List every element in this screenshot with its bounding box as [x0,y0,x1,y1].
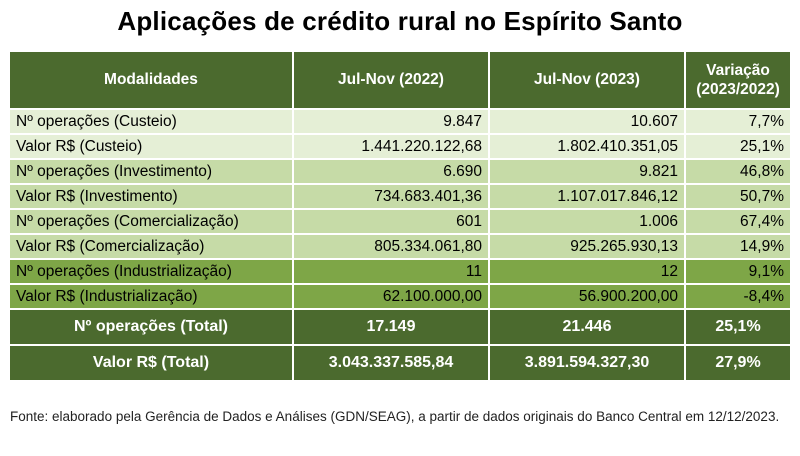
total-row: Valor R$ (Total) 3.043.337.585,84 3.891.… [8,344,792,382]
total-2023: 3.891.594.327,30 [488,344,686,382]
table-row: Nº operações (Industrialização) 11 12 9,… [8,258,792,285]
source-note: Fonte: elaborado pela Gerência de Dados … [10,409,780,424]
value-2023: 9.821 [488,158,686,185]
table-row: Valor R$ (Investimento) 734.683.401,36 1… [8,183,792,210]
value-2023: 925.265.930,13 [488,233,686,260]
total-row: Nº operações (Total) 17.149 21.446 25,1% [8,308,792,346]
total-label: Nº operações (Total) [8,308,294,346]
table-row: Valor R$ (Industrialização) 62.100.000,0… [8,283,792,310]
page-title: Aplicações de crédito rural no Espírito … [117,6,683,36]
value-2022: 805.334.061,80 [292,233,490,260]
value-2022: 9.847 [292,108,490,135]
total-2023: 21.446 [488,308,686,346]
total-variation: 25,1% [684,308,792,346]
value-2022: 62.100.000,00 [292,283,490,310]
credit-table: Modalidades Jul-Nov (2022) Jul-Nov (2023… [8,50,792,382]
table-row: Valor R$ (Comercialização) 805.334.061,8… [8,233,792,260]
row-label: Valor R$ (Custeio) [8,133,294,160]
value-2022: 1.441.220.122,68 [292,133,490,160]
value-2023: 1.107.017.846,12 [488,183,686,210]
variation: 46,8% [684,158,792,185]
row-label: Valor R$ (Comercialização) [8,233,294,260]
table-row: Nº operações (Comercialização) 601 1.006… [8,208,792,235]
variation: 7,7% [684,108,792,135]
total-label: Valor R$ (Total) [8,344,294,382]
variation: 50,7% [684,183,792,210]
row-label: Nº operações (Investimento) [8,158,294,185]
table-row: Nº operações (Investimento) 6.690 9.821 … [8,158,792,185]
value-2023: 56.900.200,00 [488,283,686,310]
row-label: Valor R$ (Investimento) [8,183,294,210]
table-row: Nº operações (Custeio) 9.847 10.607 7,7% [8,108,792,135]
value-2022: 734.683.401,36 [292,183,490,210]
value-2022: 6.690 [292,158,490,185]
variation: 14,9% [684,233,792,260]
value-2023: 12 [488,258,686,285]
total-2022: 3.043.337.585,84 [292,344,490,382]
row-label: Valor R$ (Industrialização) [8,283,294,310]
row-label: Nº operações (Industrialização) [8,258,294,285]
header-2022: Jul-Nov (2022) [292,50,490,110]
value-2022: 11 [292,258,490,285]
value-2023: 1.006 [488,208,686,235]
row-label: Nº operações (Comercialização) [8,208,294,235]
total-variation: 27,9% [684,344,792,382]
variation: 9,1% [684,258,792,285]
variation: 25,1% [684,133,792,160]
header-2023: Jul-Nov (2023) [488,50,686,110]
row-label: Nº operações (Custeio) [8,108,294,135]
value-2022: 601 [292,208,490,235]
value-2023: 10.607 [488,108,686,135]
variation: -8,4% [684,283,792,310]
table-header-row: Modalidades Jul-Nov (2022) Jul-Nov (2023… [8,50,792,110]
table-row: Valor R$ (Custeio) 1.441.220.122,68 1.80… [8,133,792,160]
value-2023: 1.802.410.351,05 [488,133,686,160]
total-2022: 17.149 [292,308,490,346]
header-variation: Variação (2023/2022) [684,50,792,110]
header-modalidades: Modalidades [8,50,294,110]
variation: 67,4% [684,208,792,235]
